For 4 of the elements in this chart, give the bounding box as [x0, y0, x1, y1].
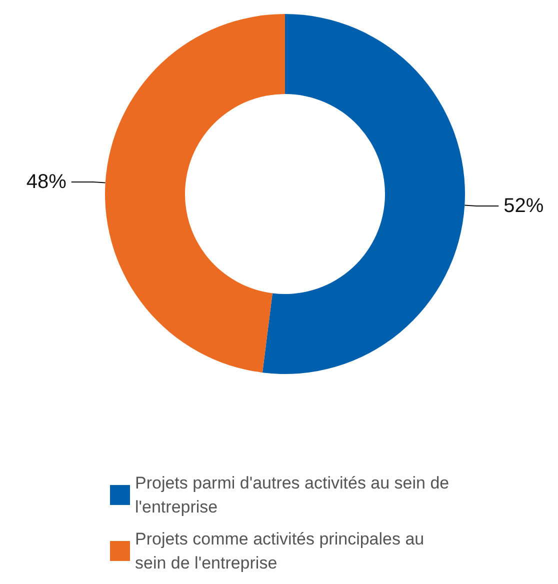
- legend-label: Projets parmi d'autres activités au sein de l'entreprise: [135, 474, 454, 516]
- data-label: 48%: [26, 170, 67, 193]
- data-label: 52%: [504, 195, 544, 218]
- legend-label: Projets comme activités principales au sein de l'entreprise: [135, 530, 429, 572]
